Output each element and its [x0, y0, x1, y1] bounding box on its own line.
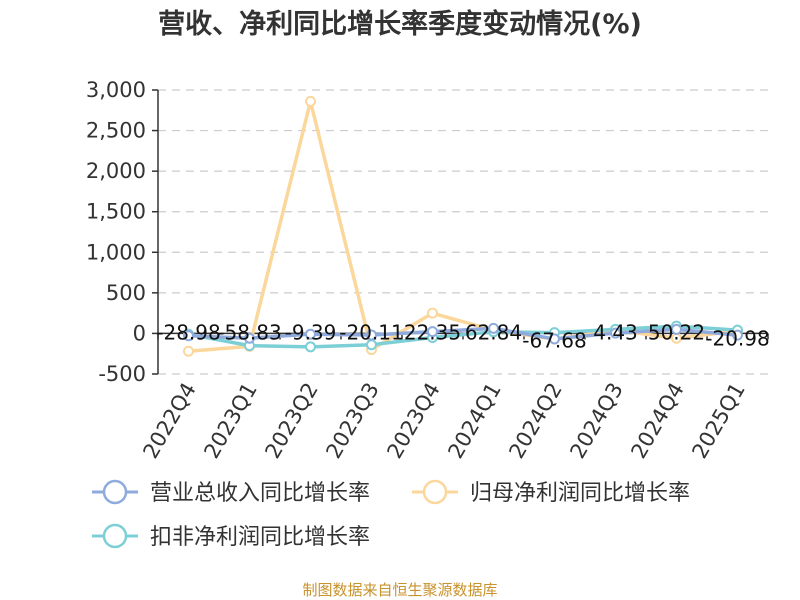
data-label: -9.39 — [285, 320, 337, 344]
data-point — [305, 341, 316, 353]
tick-label-x: 2023Q3 — [321, 379, 383, 463]
data-label: -58.83 — [217, 320, 281, 344]
data-point — [183, 330, 194, 342]
tick-label-y: -500 — [98, 362, 146, 386]
data-point — [427, 307, 438, 319]
tick-label-y: 3,000 — [86, 78, 146, 102]
legend-label: 营业总收入同比增长率 — [150, 481, 370, 506]
data-point — [305, 95, 316, 107]
legend-swatch-marker — [102, 523, 128, 549]
tick-label-x: 2025Q1 — [687, 379, 749, 463]
tick-label-x: 2024Q2 — [504, 379, 566, 463]
tick-label-y: 1,500 — [86, 200, 146, 224]
legend-swatch-marker — [102, 479, 128, 505]
tick-label-x: 2023Q4 — [382, 379, 444, 463]
tick-label-y: 1,000 — [86, 240, 146, 264]
grid-layer — [158, 89, 768, 375]
source-note: 制图数据来自恒生聚源数据库 — [302, 581, 497, 599]
data-point — [610, 327, 621, 339]
tick-label-x: 2024Q1 — [443, 379, 505, 463]
data-label: -28.98 — [156, 320, 220, 344]
tick-label-y: 0 — [133, 321, 146, 345]
series-layer — [183, 95, 743, 357]
tick-label-y: 2,000 — [86, 159, 146, 183]
series-2 — [183, 95, 743, 357]
data-label: 62.84 — [465, 320, 522, 344]
label-layer: -28.98-58.83 -9.39 -20.11 22.35 62.84 -67.68 4… — [156, 320, 769, 352]
data-label: -67.68 — [522, 328, 586, 352]
data-point — [671, 323, 682, 335]
data-label: 4.43 — [593, 320, 638, 344]
data-point — [244, 332, 255, 344]
tick-label-x: 2022Q4 — [138, 379, 200, 463]
data-point — [488, 322, 499, 334]
legend-item[interactable]: 营业总收入同比增长率 — [92, 479, 370, 506]
legend-label: 归母净利润同比增长率 — [470, 481, 690, 506]
data-point — [549, 333, 560, 345]
series-1 — [183, 322, 743, 345]
series-line — [188, 324, 738, 349]
data-label: -20.98 — [705, 326, 769, 350]
tick-label-x: 2023Q2 — [260, 379, 322, 463]
tick-label-y: 2,500 — [86, 119, 146, 143]
tick-label-x: 2024Q4 — [626, 379, 688, 463]
legend-item[interactable]: 归母净利润同比增长率 — [412, 479, 690, 506]
tick-label-x: 2023Q1 — [199, 379, 261, 463]
tick-label-y: 500 — [106, 281, 146, 305]
data-point — [427, 326, 438, 338]
series-line — [188, 99, 738, 354]
data-point — [366, 329, 377, 341]
data-point — [732, 329, 743, 341]
tick-label-x: 2024Q3 — [565, 379, 627, 463]
legend-label: 扣非净利润同比增长率 — [150, 525, 370, 550]
axis-layer: -50005001,0001,5002,0002,5003,0002022Q42… — [86, 78, 769, 463]
series-line — [188, 326, 738, 341]
legend-item[interactable]: 扣非净利润同比增长率 — [92, 523, 370, 550]
data-label: 50.22 — [648, 320, 705, 344]
data-label: 22.35 — [404, 320, 461, 344]
data-point — [183, 345, 194, 357]
chart-title: 营收、净利同比增长率季度变动情况(%) — [158, 8, 642, 40]
data-point — [305, 328, 316, 340]
legend-swatch-marker — [422, 479, 448, 505]
data-label: -20.11 — [339, 320, 403, 344]
